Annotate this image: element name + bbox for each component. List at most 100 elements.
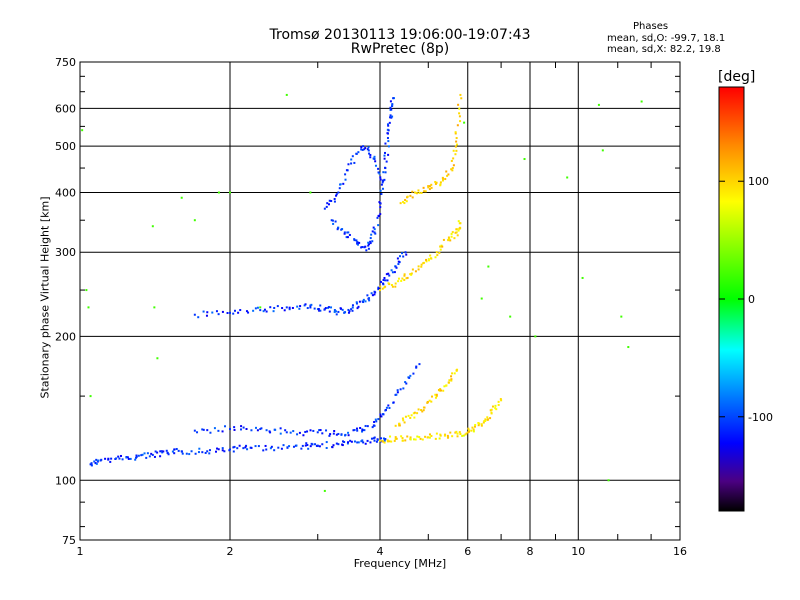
- data-point: [452, 164, 455, 167]
- data-point: [399, 388, 402, 391]
- data-point: [400, 435, 403, 438]
- data-point: [355, 301, 358, 304]
- data-point: [325, 205, 328, 208]
- data-point: [239, 309, 242, 312]
- data-point: [436, 254, 439, 257]
- data-point: [419, 437, 422, 440]
- data-point: [334, 220, 337, 223]
- data-point: [362, 301, 365, 304]
- data-point: [453, 372, 456, 375]
- data-point: [209, 431, 212, 434]
- data-point: [480, 297, 483, 300]
- data-point: [347, 308, 350, 311]
- data-point: [265, 429, 268, 432]
- data-point: [396, 257, 399, 260]
- data-point: [339, 307, 342, 310]
- data-point: [386, 123, 389, 126]
- data-point: [240, 428, 243, 431]
- data-point: [423, 190, 426, 193]
- data-point: [459, 227, 462, 230]
- data-point: [394, 285, 397, 288]
- data-point: [430, 395, 433, 398]
- data-point: [447, 381, 450, 384]
- data-point: [307, 447, 310, 450]
- data-point: [448, 238, 451, 241]
- data-point: [379, 206, 382, 209]
- data-point: [245, 444, 248, 447]
- data-point: [388, 274, 391, 277]
- data-point: [129, 457, 132, 460]
- data-point: [197, 316, 200, 319]
- data-point: [298, 307, 301, 310]
- data-point: [327, 306, 330, 309]
- data-point: [314, 443, 317, 446]
- data-point: [375, 440, 378, 443]
- data-point: [447, 173, 450, 176]
- data-point: [435, 395, 438, 398]
- data-point: [640, 100, 643, 103]
- data-point: [295, 444, 298, 447]
- data-point: [399, 202, 402, 205]
- data-point: [376, 438, 379, 441]
- data-point: [346, 442, 349, 445]
- data-point: [415, 192, 418, 195]
- data-point: [347, 434, 350, 437]
- data-point: [418, 436, 421, 439]
- data-point: [351, 155, 354, 158]
- data-point: [242, 447, 245, 450]
- data-point: [345, 236, 348, 239]
- data-point: [435, 181, 438, 184]
- data-point: [229, 191, 231, 194]
- data-point: [390, 108, 393, 111]
- data-point: [398, 424, 401, 427]
- data-point: [263, 308, 266, 311]
- data-point: [361, 439, 364, 442]
- data-point: [412, 412, 415, 415]
- data-point: [455, 430, 458, 433]
- data-point: [393, 271, 396, 274]
- data-point: [412, 372, 415, 375]
- data-point: [389, 100, 392, 103]
- data-point: [201, 451, 204, 454]
- data-point: [356, 307, 359, 310]
- data-point: [319, 309, 322, 312]
- data-point: [185, 452, 188, 455]
- data-point: [389, 435, 392, 438]
- data-point: [379, 289, 381, 292]
- data-point: [417, 408, 420, 411]
- data-point: [378, 172, 381, 175]
- data-point: [458, 107, 461, 110]
- data-point: [451, 372, 454, 375]
- data-point: [379, 280, 382, 283]
- data-point: [353, 440, 356, 443]
- data-point: [245, 310, 248, 313]
- data-point: [365, 249, 368, 252]
- data-point: [404, 415, 407, 418]
- data-point: [388, 406, 391, 409]
- data-point: [429, 254, 432, 257]
- data-point: [487, 418, 490, 421]
- data-point: [369, 242, 372, 245]
- data-point: [343, 441, 346, 444]
- data-point: [223, 450, 226, 453]
- data-point: [405, 382, 408, 385]
- data-point: [153, 455, 156, 458]
- data-point: [373, 436, 376, 439]
- data-point: [197, 451, 200, 454]
- data-point: [373, 228, 376, 231]
- data-point: [376, 216, 379, 219]
- y-tick-label: 75: [62, 534, 76, 547]
- data-point: [484, 419, 487, 422]
- data-point: [196, 431, 199, 434]
- data-point: [373, 424, 376, 427]
- data-point: [490, 408, 493, 411]
- data-point: [442, 238, 445, 241]
- data-point: [373, 420, 376, 423]
- data-point: [421, 438, 424, 441]
- data-point: [482, 421, 485, 424]
- data-point: [318, 445, 321, 448]
- data-point: [387, 272, 390, 275]
- data-point: [395, 266, 398, 269]
- data-point: [233, 309, 236, 312]
- data-point: [343, 231, 346, 234]
